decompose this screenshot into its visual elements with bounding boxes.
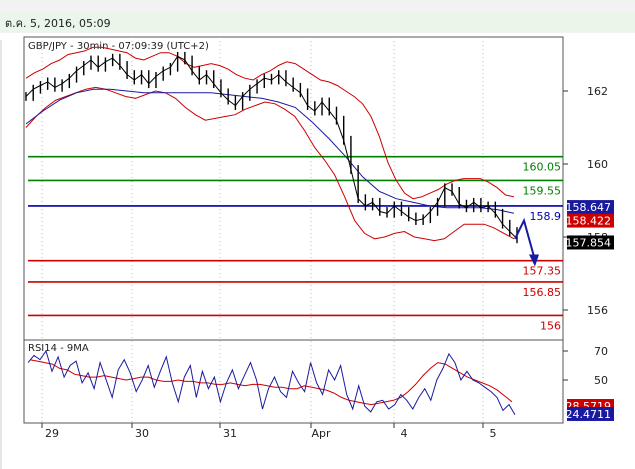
x-tick-label: 4: [401, 427, 408, 440]
y-tick-label: 160: [587, 158, 608, 171]
rsi-tick-label: 50: [594, 374, 608, 387]
x-tick-label: 31: [223, 427, 237, 440]
x-tick-label: 30: [135, 427, 149, 440]
projection-arrow-line: [514, 217, 535, 257]
level-label: 159.55: [523, 184, 562, 197]
projection-arrow-head: [529, 254, 539, 267]
level-label: 156: [540, 319, 561, 332]
rsi-plot-frame: [23, 339, 564, 424]
price-line: [25, 55, 518, 240]
price-tag: [567, 200, 614, 215]
moving-average-line: [25, 88, 515, 214]
main-chart-title: GBP/JPY - 30min - 07:09:39 (UTC+2): [28, 41, 209, 52]
y-tick-label: 156: [587, 304, 608, 317]
x-tick-label: 5: [490, 427, 497, 440]
y-tick-label: 162: [587, 85, 608, 98]
price-tag: [567, 213, 614, 228]
rsi-tag: [567, 406, 614, 421]
bollinger-upper-line: [25, 46, 515, 200]
rsi-line: [27, 349, 516, 416]
date-bar: [0, 12, 635, 32]
price-tag-label: 158.422: [566, 215, 612, 228]
date-label: ต.ค. 5, 2016, 05:09: [5, 17, 111, 30]
price-tag-label: 158.647: [566, 201, 612, 214]
price-tag-label: 157.854: [566, 236, 612, 249]
level-label: 158.9: [530, 210, 562, 223]
bollinger-lower-line: [25, 86, 515, 242]
rsi-tag-label: 24.4711: [566, 408, 612, 421]
rsi-ma-line: [29, 359, 513, 406]
x-tick-label: 29: [45, 427, 59, 440]
price-tag: [567, 235, 614, 250]
level-label: 160.05: [523, 161, 562, 174]
rsi-chart-title: RSI14 - 9MA: [28, 343, 89, 354]
level-label: 156.85: [523, 286, 562, 299]
x-tick-label: Apr: [311, 427, 331, 440]
rsi-tick-label: 70: [594, 345, 608, 358]
level-label: 157.35: [523, 265, 562, 278]
